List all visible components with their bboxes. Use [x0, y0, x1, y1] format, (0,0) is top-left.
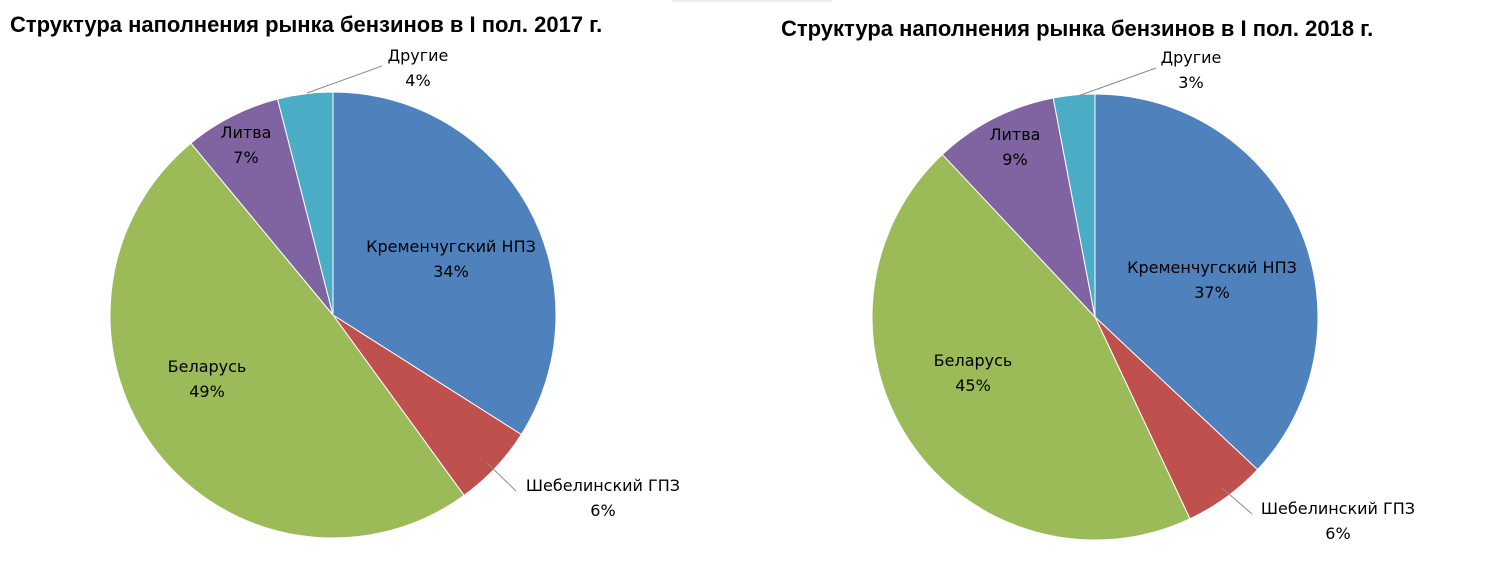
slice-labels: Кременчугский НПЗ 34% Шебелинский ГПЗ 6% Бел…: [168, 46, 680, 520]
pie-slice-litva: [941, 97, 1096, 319]
slice-label-name: Кременчугский НПЗ: [1127, 258, 1297, 277]
pie-slice-other: [1052, 93, 1096, 318]
slice-label-name: Другие: [1161, 48, 1222, 67]
leader-lines: [1077, 67, 1253, 515]
slice-label-value: 3%: [1178, 73, 1203, 92]
pie-chart-2018: Структура наполнения рынка бензинов в I …: [781, 16, 1415, 543]
slice-label-kremenchug: Кременчугский НПЗ 37%: [1127, 258, 1297, 302]
slice-label-value: 49%: [189, 382, 225, 401]
pie-slice-kremenchug: [332, 91, 557, 436]
chart-title: Структура наполнения рынка бензинов в I …: [781, 16, 1373, 41]
leader-line-other: [306, 65, 383, 94]
pie-slice-other: [276, 91, 334, 316]
slice-label-value: 37%: [1194, 283, 1230, 302]
leader-line-shebelinka: [486, 462, 517, 492]
slice-label-name: Литва: [221, 123, 272, 142]
slice-label-belarus: Беларусь 45%: [934, 351, 1013, 395]
slice-label-other: Другие 4%: [388, 46, 449, 90]
pie-chart-2017: Структура наполнения рынка бензинов в I …: [10, 12, 680, 539]
leader-line-other: [1077, 67, 1157, 97]
slice-label-value: 9%: [1002, 150, 1027, 169]
slice-label-name: Литва: [990, 125, 1041, 144]
slice-labels: Кременчугский НПЗ 37% Шебелинский ГПЗ 6% Бел…: [934, 48, 1415, 543]
slice-label-shebelinka: Шебелинский ГПЗ 6%: [1261, 499, 1415, 543]
slice-label-litva: Литва 9%: [990, 125, 1041, 169]
chart-title: Структура наполнения рынка бензинов в I …: [10, 12, 602, 37]
leader-lines: [306, 65, 517, 492]
slice-label-name: Шебелинский ГПЗ: [526, 476, 680, 495]
pie-slices: [109, 91, 557, 539]
slice-label-value: 4%: [405, 71, 430, 90]
pie-slices: [871, 93, 1319, 541]
slice-label-value: 6%: [590, 501, 615, 520]
slice-label-value: 34%: [433, 262, 469, 281]
slice-label-value: 7%: [233, 148, 258, 167]
slice-label-name: Другие: [388, 46, 449, 65]
slice-label-name: Шебелинский ГПЗ: [1261, 499, 1415, 518]
slice-label-kremenchug: Кременчугский НПЗ 34%: [366, 237, 536, 281]
pie-slice-belarus: [871, 153, 1191, 541]
slice-label-value: 45%: [955, 376, 991, 395]
leader-line-shebelinka: [1221, 487, 1253, 515]
slice-label-name: Беларусь: [168, 357, 247, 376]
pie-slice-kremenchug: [1094, 93, 1319, 471]
slice-label-belarus: Беларусь 49%: [168, 357, 247, 401]
slice-label-name: Кременчугский НПЗ: [366, 237, 536, 256]
slice-label-other: Другие 3%: [1161, 48, 1222, 92]
slice-label-name: Беларусь: [934, 351, 1013, 370]
slice-label-litva: Литва 7%: [221, 123, 272, 167]
slice-label-shebelinka: Шебелинский ГПЗ 6%: [526, 476, 680, 520]
slice-label-value: 6%: [1325, 524, 1350, 543]
pie-slice-belarus: [109, 142, 465, 539]
